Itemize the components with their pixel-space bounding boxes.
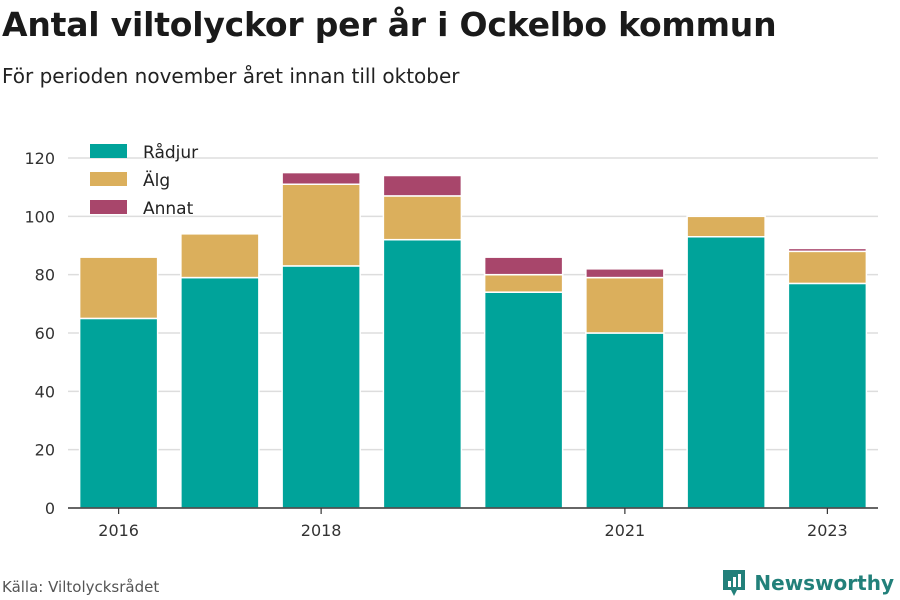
bar-segment-annat-2023 <box>787 247 868 253</box>
x-tick-label: 2023 <box>807 521 848 540</box>
legend-swatch-älg <box>90 172 127 186</box>
bar-segment-älg-2017 <box>180 233 260 279</box>
bar-segment-rådjur-2017 <box>180 276 260 509</box>
axes: 0 20 40 60 80 100 120 2016 2018 2021 2023 <box>24 149 878 540</box>
legend-swatch-annat <box>90 200 127 214</box>
bar-segment-älg-2018 <box>281 183 361 267</box>
bar-segment-rådjur-2022 <box>686 236 766 509</box>
bar-segment-älg-2016 <box>78 256 159 320</box>
bar-segment-annat-2020 <box>483 256 564 276</box>
bar-segment-annat-2018 <box>281 171 361 185</box>
bar-segment-rådjur-2021 <box>585 332 665 509</box>
y-tick-label: 80 <box>35 266 55 285</box>
legend-label: Annat <box>143 199 194 219</box>
x-tick-label: 2021 <box>605 521 646 540</box>
legend-label: Älg <box>143 170 170 191</box>
bar-segment-rådjur-2016 <box>78 317 159 509</box>
bar-segment-älg-2019 <box>382 195 463 241</box>
stacked-bar-chart: 0 20 40 60 80 100 120 2016 2018 2021 2023 Rådjur Äl… <box>24 142 878 540</box>
x-tick-label: 2016 <box>98 521 139 540</box>
source-note: Källa: Viltolycksrådet <box>2 578 160 596</box>
bar-segment-älg-2022 <box>686 215 766 238</box>
chart-subtitle: För perioden november året innan till ok… <box>2 64 460 88</box>
bar-segment-annat-2019 <box>382 174 463 197</box>
bar-segment-älg-2021 <box>585 276 665 334</box>
y-tick-label: 40 <box>35 382 55 401</box>
brand-name: Newsworthy <box>754 571 894 595</box>
bar-segment-rådjur-2020 <box>483 291 564 509</box>
x-tick-label: 2018 <box>301 521 342 540</box>
y-tick-label: 0 <box>45 499 55 518</box>
bars <box>78 171 868 509</box>
legend-swatch-rådjur <box>90 144 127 158</box>
newsworthy-logo[interactable]: Newsworthy <box>721 568 894 598</box>
bar-segment-annat-2021 <box>585 268 665 279</box>
y-tick-label: 20 <box>35 441 55 460</box>
legend-label: Rådjur <box>143 142 198 163</box>
newsworthy-logo-icon <box>723 570 746 596</box>
legend: Rådjur Älg Annat <box>90 142 198 219</box>
y-tick-label: 120 <box>24 149 55 168</box>
bar-segment-rådjur-2019 <box>382 238 463 509</box>
y-tick-label: 100 <box>24 207 55 226</box>
bar-segment-rådjur-2023 <box>787 282 868 509</box>
y-tick-label: 60 <box>35 324 55 343</box>
bar-segment-älg-2023 <box>787 250 868 285</box>
bar-segment-älg-2020 <box>483 273 564 293</box>
chart-title: Antal viltolyckor per år i Ockelbo kommu… <box>2 5 777 44</box>
bar-segment-rådjur-2018 <box>281 265 361 509</box>
